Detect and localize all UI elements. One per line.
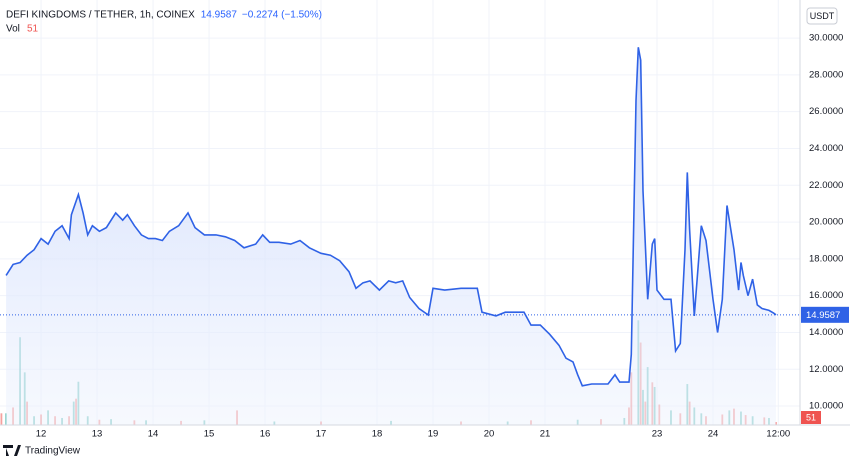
last-volume-badge	[801, 411, 821, 424]
x-tick-label: 13	[92, 429, 103, 440]
x-tick-label: 24	[708, 429, 719, 440]
y-tick-label: 22.0000	[809, 180, 843, 191]
y-tick-label: 30.0000	[809, 33, 843, 44]
x-tick-label: 12:00	[766, 429, 790, 440]
x-tick-label: 20	[484, 429, 495, 440]
y-tick-label: 12.0000	[809, 364, 843, 375]
currency-button[interactable]	[806, 7, 838, 25]
x-tick-label: 12	[36, 429, 47, 440]
x-tick-label: 21	[540, 429, 551, 440]
last-price-badge	[801, 306, 849, 323]
x-tick-label: 15	[204, 429, 215, 440]
x-tick-label: 17	[316, 429, 327, 440]
volume-value: 51	[27, 24, 39, 35]
x-tick-label: 23	[652, 429, 663, 440]
symbol-title: DEFI KINGDOMS / TETHER, 1h, COINEX	[6, 10, 195, 21]
y-tick-label: 28.0000	[809, 69, 843, 80]
volume-bar	[0, 413, 3, 425]
x-tick-label: 14	[148, 429, 159, 440]
plot	[0, 47, 800, 426]
y-tick-label: 26.0000	[809, 106, 843, 117]
x-tick-label: 19	[428, 429, 439, 440]
y-tick-label: 14.0000	[809, 327, 843, 338]
brand: TradingView	[25, 446, 81, 457]
price-line	[5, 47, 777, 387]
currency-label: USDT	[810, 11, 835, 21]
axes: 10.0000 12.0000 14.0000 16.0000 18.0000 20.00…	[36, 33, 849, 440]
y-tick-label: 24.0000	[809, 143, 843, 154]
brand-logo	[3, 445, 21, 456]
y-tick-label: 10.0000	[809, 401, 843, 412]
price-area	[6, 47, 776, 426]
y-tick-label: 18.0000	[809, 253, 843, 264]
y-tick-label: 16.0000	[809, 290, 843, 301]
last-volume-label: 51	[806, 412, 816, 422]
last-price: 14.9587	[201, 10, 238, 21]
price-change: −0.2274 (−1.50%)	[242, 10, 322, 21]
volume-bar	[5, 413, 7, 425]
volume-label: Vol	[6, 24, 20, 35]
x-tick-label: 16	[260, 429, 271, 440]
last-price-label: 14.9587	[806, 310, 840, 321]
x-tick-label: 18	[372, 429, 383, 440]
y-tick-label: 20.0000	[809, 217, 843, 228]
